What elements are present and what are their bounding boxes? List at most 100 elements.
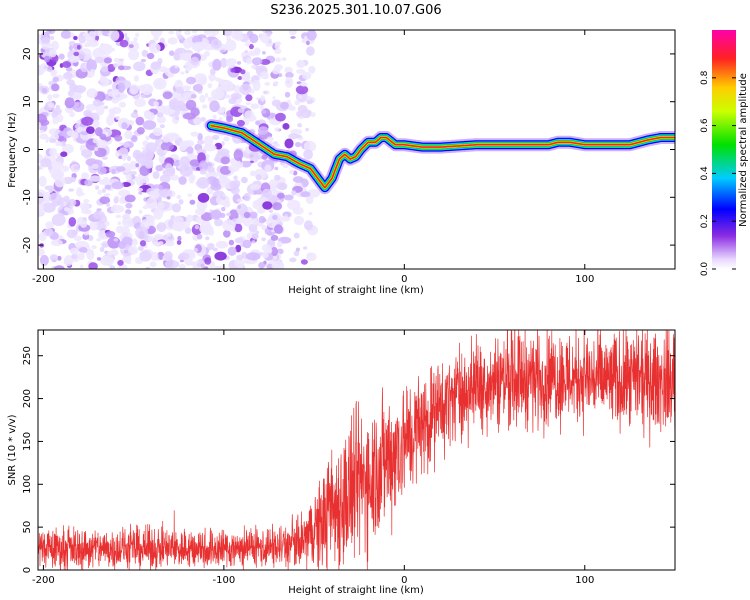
spectrogram-noise-cell	[130, 171, 137, 176]
spectrogram-noise-cell	[99, 246, 105, 253]
spectrogram-noise-cell	[118, 155, 123, 159]
spectrogram-noise-cell	[60, 151, 68, 157]
spectrogram-noise-cell	[183, 140, 195, 148]
spectrogram-noise-cell	[255, 120, 261, 126]
spectrogram-noise-cell	[128, 245, 138, 254]
spectrogram-noise-cell	[178, 252, 190, 260]
spectrogram-noise-cell	[118, 58, 125, 62]
spectrogram-noise-cell	[110, 205, 125, 214]
spectrogram-noise-cell	[80, 220, 88, 228]
spectrogram-noise-cell	[93, 210, 105, 220]
spectrogram-noise-cell	[39, 129, 44, 134]
spectrogram-noise-cell	[176, 240, 182, 245]
spectrogram-noise-cell	[245, 102, 251, 106]
spectrogram-noise-cell	[230, 68, 236, 73]
spectrogram-noise-cell	[71, 229, 79, 236]
spectrogram-noise-cell	[173, 161, 180, 167]
spectrogram-noise-cell	[153, 207, 164, 220]
spectrogram-noise-cell	[274, 48, 282, 55]
spectrogram-noise-cell	[249, 33, 259, 44]
spectrogram-noise-cell	[45, 221, 55, 229]
spectrogram-noise-cell	[280, 216, 291, 222]
spectrogram-noise-cell	[160, 141, 174, 152]
snr-axes: -200 -100 0 100 0 50 100 150 200 250	[22, 330, 675, 586]
spectrogram-noise-cell	[155, 165, 163, 172]
spectrogram-noise-cell	[64, 97, 75, 109]
snr-frame	[37, 329, 676, 571]
spectrogram-noise-cell	[142, 120, 157, 130]
spectrogram-noise-cell	[90, 69, 95, 74]
spectrogram-noise-cell	[260, 71, 269, 80]
spectrogram-noise-cell	[296, 60, 306, 69]
spectrogram-noise-cell	[96, 104, 105, 116]
spectrogram-noise-cell	[112, 249, 119, 256]
spectrogram-noise-cell	[57, 255, 62, 261]
spectrogram-noise-cell	[244, 110, 255, 120]
colorbar-tick-label: 0.6	[700, 118, 710, 133]
spectrogram-noise-cell	[213, 156, 222, 163]
spectrogram-noise-cell	[179, 164, 193, 177]
spectrogram-noise-cell	[274, 127, 280, 132]
spectrogram-noise-cell	[73, 35, 78, 41]
spectrogram-noise-cell	[74, 124, 79, 129]
spectrogram-noise-cell	[196, 262, 201, 268]
spectrogram-noise-cell	[226, 58, 237, 66]
spectrogram-noise-cell	[283, 194, 294, 201]
spectrogram-noise-cell	[203, 135, 214, 147]
spectrogram-noise-cell	[300, 259, 308, 265]
spectrogram-noise-cell	[123, 142, 130, 148]
spectrogram-noise-cell	[273, 81, 279, 85]
spectrogram-noise-cell	[220, 156, 230, 165]
spectrogram-noise-cell	[190, 56, 199, 66]
spectrogram-noise-cell	[43, 228, 54, 237]
spectrogram-noise-cell	[262, 201, 273, 210]
spectrogram-noise-cell	[109, 30, 120, 42]
spectrogram-noise-cell	[38, 231, 47, 242]
spectrogram-noise-cell	[190, 94, 197, 99]
spectrogram-noise-cell	[207, 243, 215, 250]
spectrogram-noise-cell	[226, 36, 232, 42]
spectrogram-noise-cell	[49, 147, 58, 157]
colorbar-tick-label: 0.0	[700, 262, 710, 277]
spectrogram-noise-cell	[84, 204, 90, 208]
spectrogram-noise-cell	[127, 155, 131, 162]
spectrogram-noise-cell	[168, 108, 176, 114]
spectrogram-noise-cell	[50, 69, 57, 77]
spectrogram-noise-cell	[121, 154, 127, 161]
spectrogram-noise-cell	[103, 193, 111, 197]
spectrogram-noise-cell	[153, 233, 164, 241]
spectrogram-noise-cell	[215, 240, 228, 249]
spectrogram-noise-cell	[150, 262, 153, 266]
spectrogram-noise-cell	[293, 250, 300, 257]
spectrogram-noise-cell	[229, 180, 237, 189]
spectrogram-noise-cell	[271, 99, 282, 107]
spectrogram-noise-cell	[281, 57, 287, 61]
spectrogram-noise-cell	[303, 220, 313, 231]
spectrogram-noise-cell	[184, 30, 191, 36]
snr-x-tick-label: -200	[32, 575, 55, 586]
spectrogram-noise-cell	[282, 123, 290, 130]
spectrogram-noise-cell	[293, 215, 305, 226]
snr-y-tick-label: 50	[22, 521, 33, 534]
spectrogram-noise-cell	[233, 85, 241, 94]
spectrogram-noise-cell	[118, 147, 129, 157]
spectrogram-noise-cell	[274, 224, 283, 234]
spectrogram-noise-cell	[76, 126, 82, 134]
spectrogram-noise-cell	[124, 194, 136, 203]
spectrogram-noise-cell	[262, 51, 266, 55]
spectrogram-noise-cell	[189, 199, 196, 205]
spectrogram-noise-cell	[97, 189, 103, 195]
spectrogram-noise-cell	[73, 235, 82, 242]
spectrogram-noise-cell	[179, 140, 185, 147]
spectrogram-noise-cell	[68, 45, 73, 51]
snr-y-tick-label: 250	[22, 346, 33, 365]
spectrogram-noise-cell	[193, 116, 202, 126]
spectrogram-y-tick-label: 20	[22, 48, 33, 61]
spectrogram-noise-cell	[49, 138, 57, 143]
spectrogram-noise-cell	[38, 166, 41, 171]
spectrogram-noise-cell	[53, 265, 65, 269]
spectrogram-noise-cell	[144, 157, 154, 169]
spectrogram-noise-cell	[68, 198, 77, 207]
colorbar-ticks: 0.0 0.2 0.4 0.6 0.8	[700, 70, 736, 276]
